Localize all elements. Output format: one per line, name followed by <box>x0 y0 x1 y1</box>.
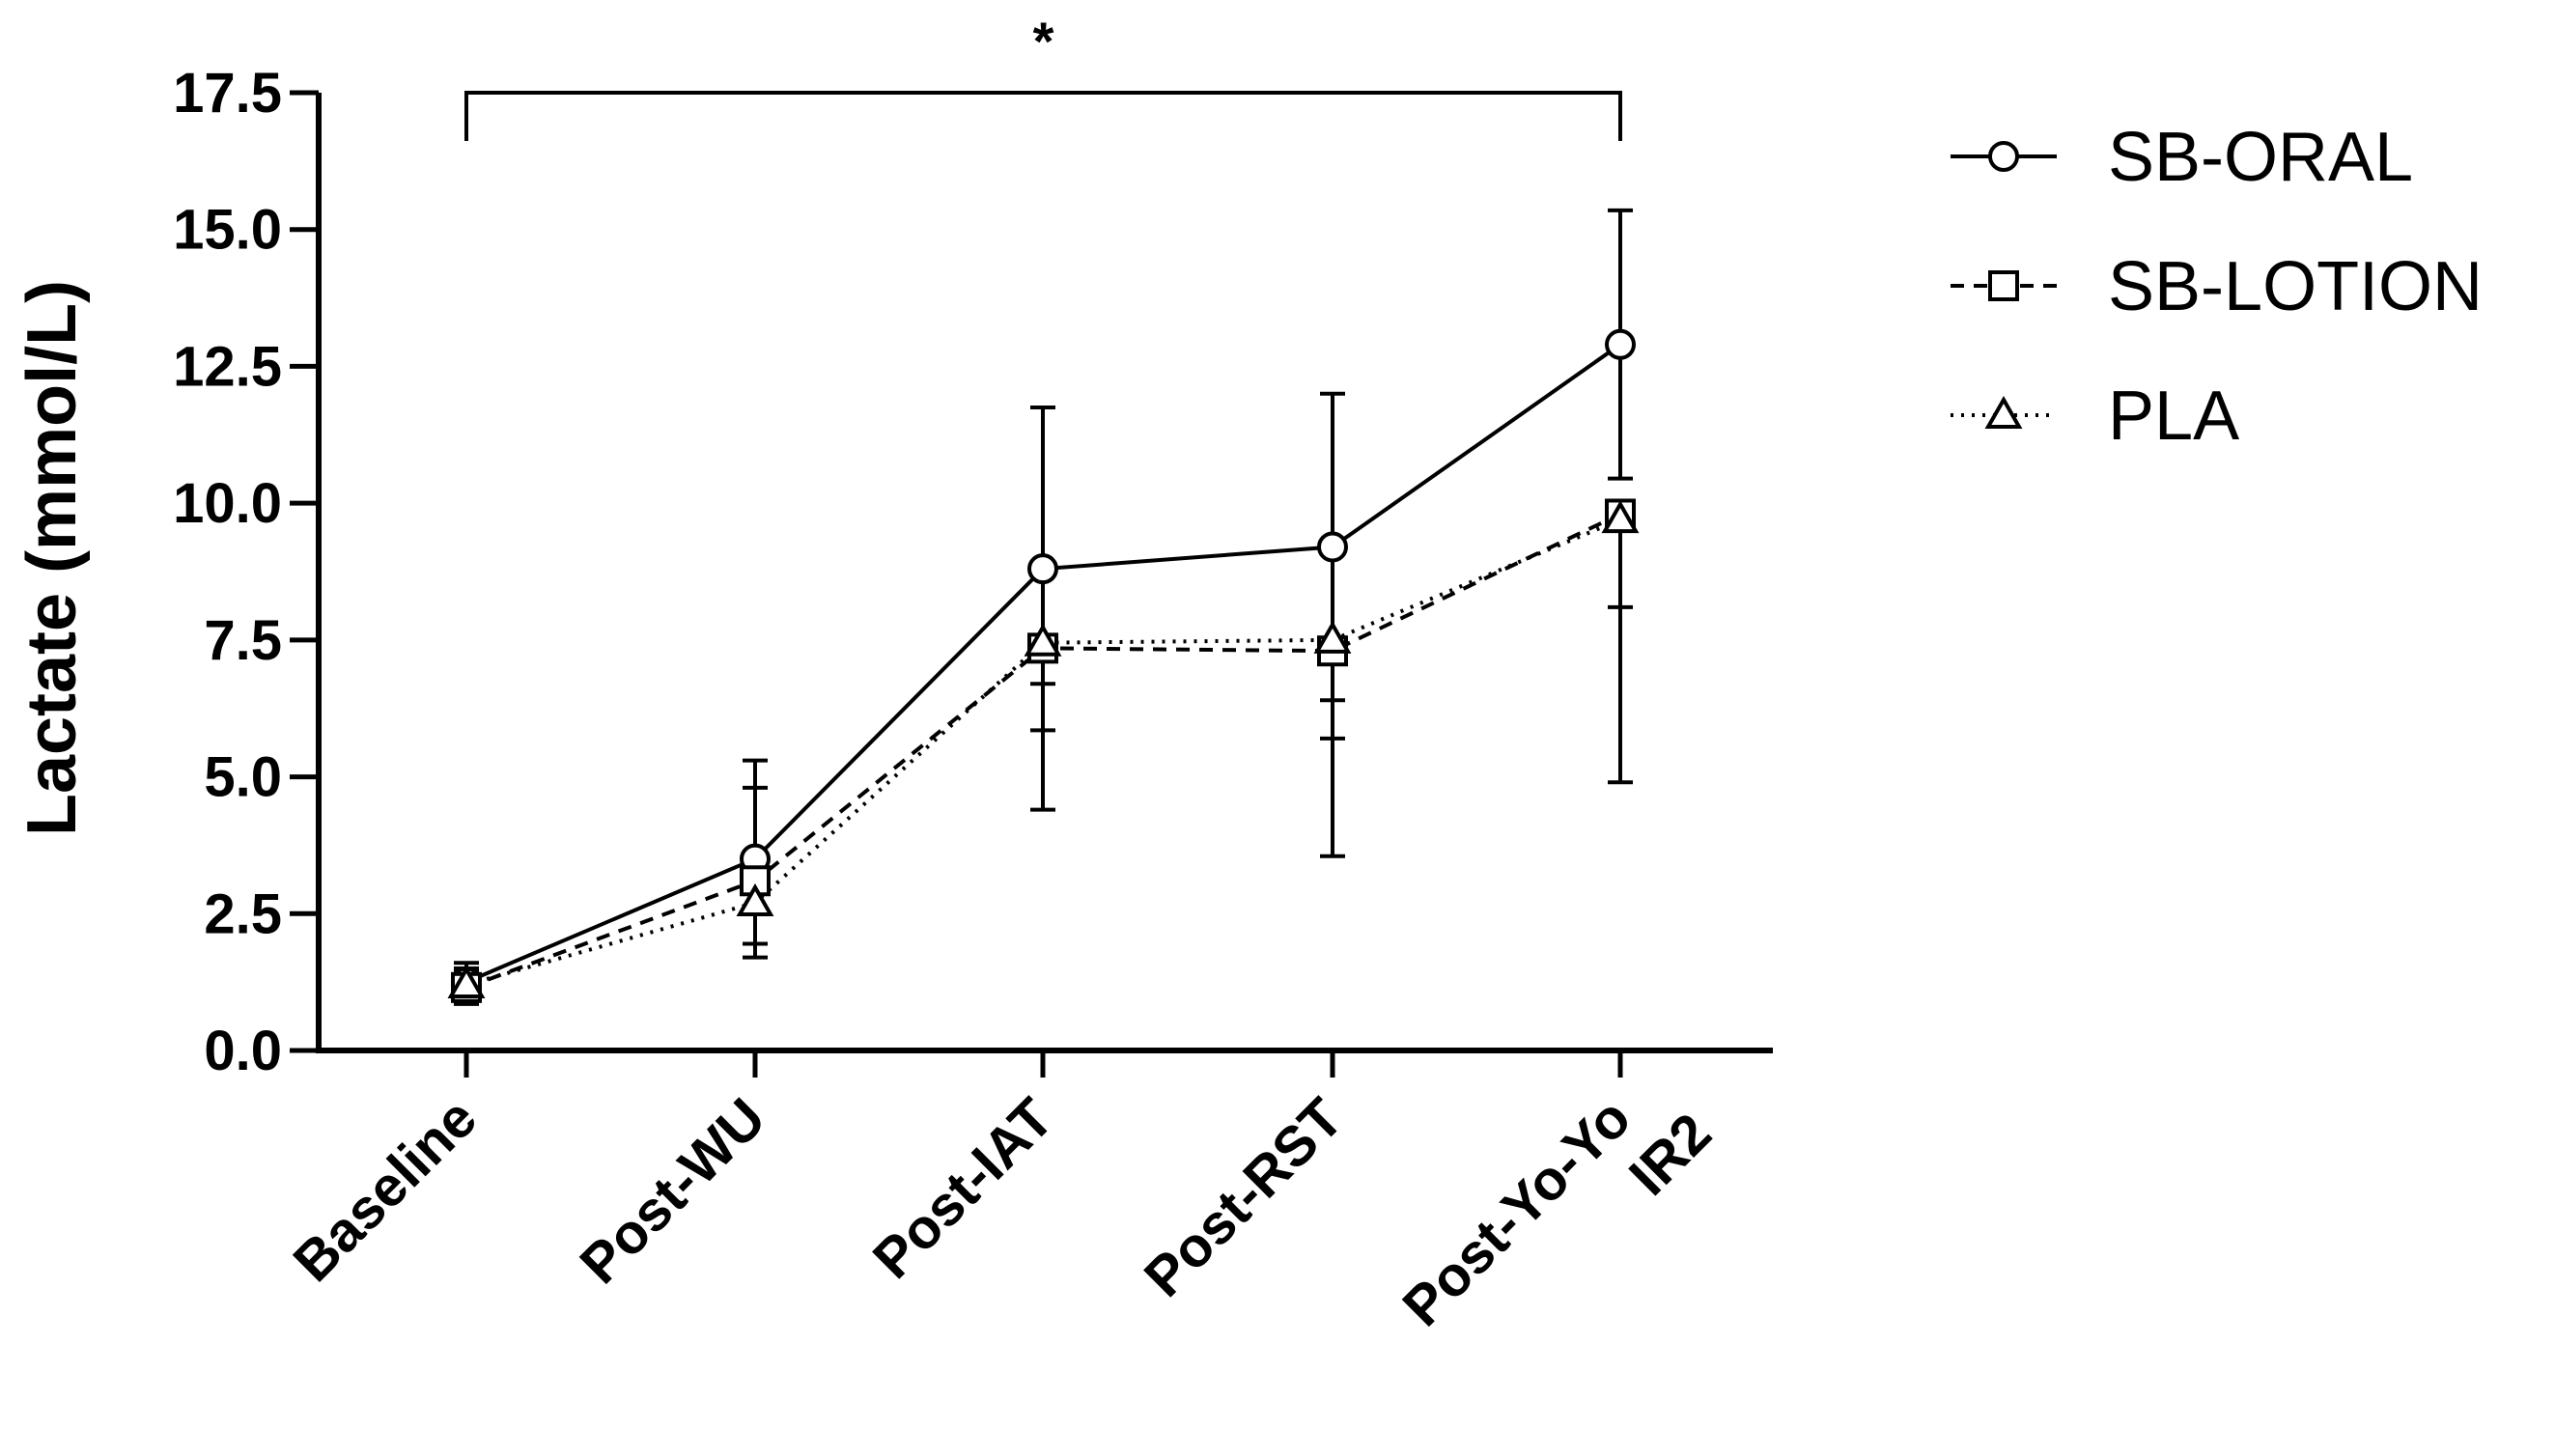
marker-pla <box>1313 620 1352 654</box>
x-axis: Baseline Post-WU Post-IAT Post-RST Post-Yo-Y… <box>282 1048 1773 1386</box>
y-tick-label: 5.0 <box>204 746 282 809</box>
y-tick-label: 7.5 <box>204 609 282 672</box>
legend-triangle-marker <box>1984 395 2023 429</box>
x-tick-label-post-wu: Post-WU <box>568 1086 777 1296</box>
legend-label-sb-lotion: SB-LOTION <box>2108 248 2483 325</box>
legend: SB-ORAL SB-LOTION PLA <box>1951 119 2483 455</box>
marker-sb-oral <box>1317 531 1348 563</box>
legend-label-pla: PLA <box>2108 378 2239 455</box>
x-tick-label-line: Post-RST <box>1133 1086 1356 1309</box>
legend-entry-sb-lotion: SB-LOTION <box>1951 248 2483 325</box>
significance-annotation: * <box>464 11 1622 141</box>
legend-entry-pla: PLA <box>1951 378 2239 455</box>
y-tick-label: 0.0 <box>204 1020 282 1082</box>
legend-entry-sb-oral: SB-ORAL <box>1951 119 2413 196</box>
y-axis-title: Lactate (mmol/L) <box>14 280 91 836</box>
data-markers <box>447 328 1640 1003</box>
marker-pla <box>1601 500 1640 534</box>
y-tick-label: 10.0 <box>173 472 282 535</box>
x-tick-label-line: Post-WU <box>568 1086 777 1296</box>
marker-sb-oral <box>1605 328 1636 360</box>
significance-asterisk: * <box>1033 11 1054 71</box>
y-tick-label: 15.0 <box>173 199 282 262</box>
x-tick-label-line: Baseline <box>282 1086 490 1294</box>
y-tick-label: 17.5 <box>173 62 282 125</box>
significance-bracket <box>464 91 1622 141</box>
marker-pla <box>447 965 486 998</box>
y-tick-label: 12.5 <box>173 335 282 398</box>
x-tick-label-line: Post-IAT <box>861 1086 1066 1291</box>
marker-pla <box>1024 623 1062 657</box>
y-axis: 0.0 2.5 5.0 7.5 10.0 12.5 15.0 17.5 <box>173 62 322 1082</box>
x-tick-label-post-yo-yo-ir2: Post-Yo-YoIR2 <box>1390 1053 1723 1386</box>
error-bars <box>454 208 1633 1006</box>
legend-circle-marker <box>1988 141 2019 172</box>
x-tick-label-line: Post-Yo-Yo <box>1390 1086 1642 1338</box>
x-tick-label-line: IR2 <box>1617 1102 1724 1208</box>
legend-label-sb-oral: SB-ORAL <box>2108 119 2413 196</box>
x-tick-label-post-iat: Post-IAT <box>861 1086 1066 1291</box>
x-tick-label-post-rst: Post-RST <box>1133 1086 1356 1309</box>
x-tick-label-baseline: Baseline <box>282 1086 490 1294</box>
marker-sb-oral <box>1027 553 1058 585</box>
marker-pla <box>736 882 774 916</box>
legend-square-marker <box>1988 270 2019 301</box>
y-tick-label: 2.5 <box>204 882 282 945</box>
